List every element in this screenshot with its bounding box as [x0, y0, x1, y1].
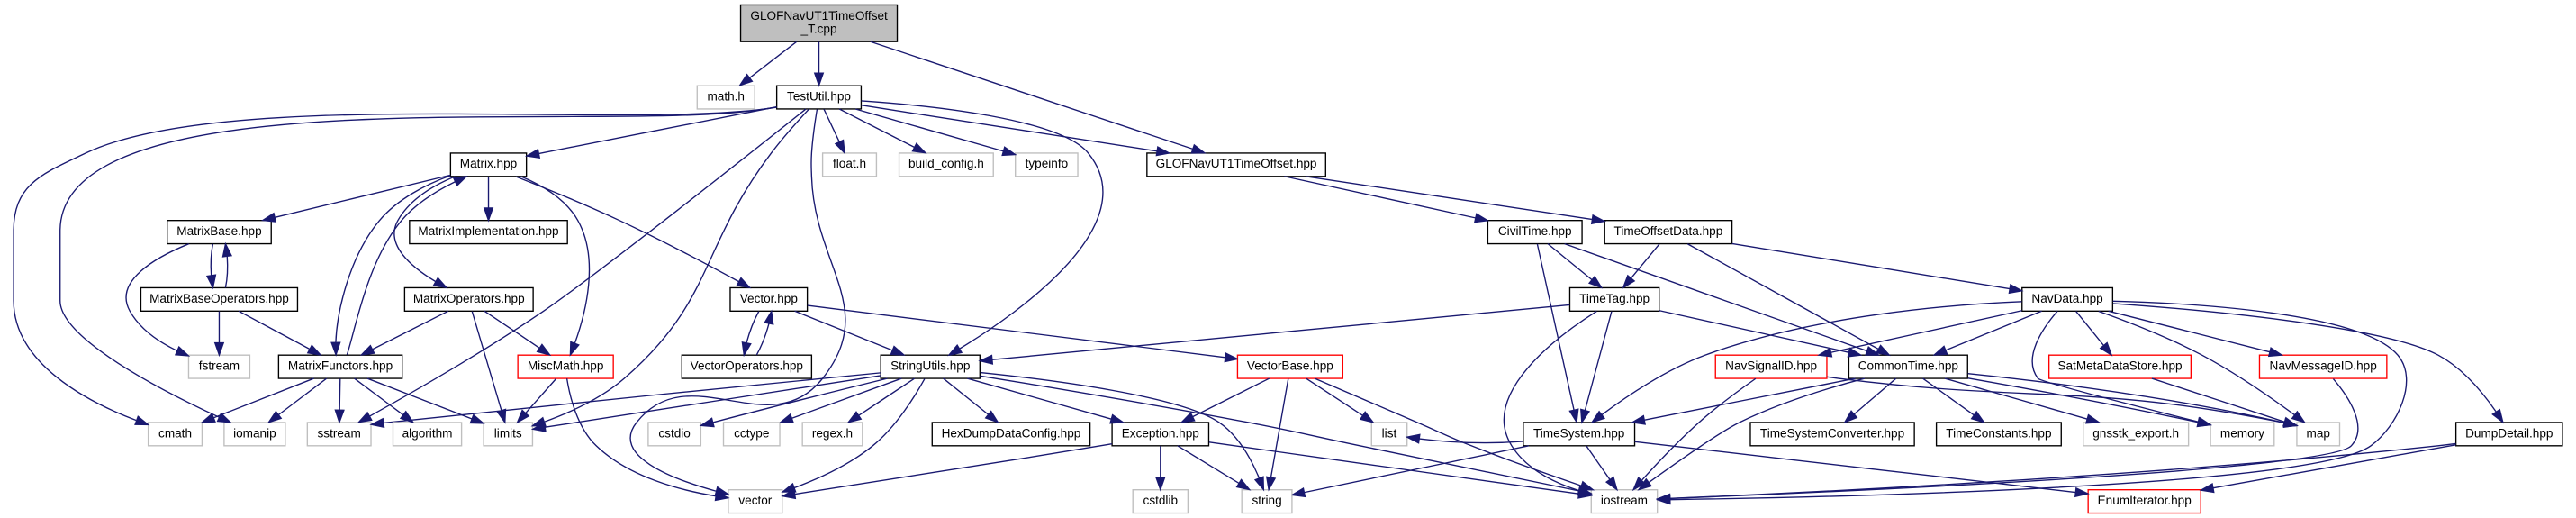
svg-text:GLOFNavUT1TimeOffset.hpp: GLOFNavUT1TimeOffset.hpp	[1156, 157, 1317, 170]
svg-text:VectorBase.hpp: VectorBase.hpp	[1247, 359, 1333, 373]
svg-text:TimeTag.hpp: TimeTag.hpp	[1579, 292, 1650, 305]
svg-text:cstdlib: cstdlib	[1143, 494, 1179, 507]
svg-text:EnumIterator.hpp: EnumIterator.hpp	[2098, 494, 2192, 507]
svg-text:vector: vector	[738, 494, 772, 507]
svg-text:list: list	[1382, 426, 1397, 440]
svg-text:algorithm: algorithm	[402, 426, 453, 440]
svg-text:HexDumpDataConfig.hpp: HexDumpDataConfig.hpp	[942, 426, 1081, 440]
svg-text:map: map	[2307, 426, 2330, 440]
svg-text:GLOFNavUT1TimeOffset: GLOFNavUT1TimeOffset	[750, 9, 888, 23]
svg-text:math.h: math.h	[707, 89, 745, 103]
svg-text:iostream: iostream	[1601, 494, 1648, 507]
svg-text:regex.h: regex.h	[812, 426, 853, 440]
svg-text:sstream: sstream	[318, 426, 361, 440]
svg-text:cstdio: cstdio	[658, 426, 690, 440]
svg-text:TimeSystem.hpp: TimeSystem.hpp	[1533, 426, 1624, 440]
svg-text:TimeOffsetData.hpp: TimeOffsetData.hpp	[1614, 224, 1723, 238]
svg-text:Matrix.hpp: Matrix.hpp	[460, 157, 517, 170]
svg-text:Vector.hpp: Vector.hpp	[740, 292, 798, 305]
svg-text:iomanip: iomanip	[233, 426, 276, 440]
svg-text:build_config.h: build_config.h	[908, 157, 984, 170]
svg-text:cctype: cctype	[734, 426, 769, 440]
svg-text:string: string	[1252, 494, 1281, 507]
svg-text:TimeConstants.hpp: TimeConstants.hpp	[1946, 426, 2051, 440]
svg-text:TestUtil.hpp: TestUtil.hpp	[787, 89, 851, 103]
svg-text:VectorOperators.hpp: VectorOperators.hpp	[691, 359, 803, 373]
svg-text:fstream: fstream	[199, 359, 240, 373]
svg-text:NavMessageID.hpp: NavMessageID.hpp	[2270, 359, 2377, 373]
svg-text:MatrixBase.hpp: MatrixBase.hpp	[176, 224, 261, 238]
svg-text:Exception.hpp: Exception.hpp	[1122, 426, 1199, 440]
svg-text:MatrixImplementation.hpp: MatrixImplementation.hpp	[418, 224, 558, 238]
svg-text:gnsstk_export.h: gnsstk_export.h	[2092, 426, 2179, 440]
svg-text:MatrixOperators.hpp: MatrixOperators.hpp	[413, 292, 525, 305]
svg-text:StringUtils.hpp: StringUtils.hpp	[890, 359, 970, 373]
svg-text:_T.cpp: _T.cpp	[800, 23, 837, 36]
svg-text:float.h: float.h	[833, 157, 866, 170]
svg-text:typeinfo: typeinfo	[1026, 157, 1069, 170]
svg-text:NavSignalID.hpp: NavSignalID.hpp	[1725, 359, 1817, 373]
svg-text:CommonTime.hpp: CommonTime.hpp	[1858, 359, 1958, 373]
svg-text:MatrixBaseOperators.hpp: MatrixBaseOperators.hpp	[149, 292, 289, 305]
svg-text:limits: limits	[494, 426, 522, 440]
svg-text:memory: memory	[2220, 426, 2264, 440]
svg-text:TimeSystemConverter.hpp: TimeSystemConverter.hpp	[1760, 426, 1904, 440]
svg-text:CivilTime.hpp: CivilTime.hpp	[1498, 224, 1572, 238]
svg-text:MiscMath.hpp: MiscMath.hpp	[528, 359, 604, 373]
svg-text:DumpDetail.hpp: DumpDetail.hpp	[2465, 426, 2553, 440]
svg-text:cmath: cmath	[158, 426, 192, 440]
svg-text:NavData.hpp: NavData.hpp	[2031, 292, 2102, 305]
svg-text:MatrixFunctors.hpp: MatrixFunctors.hpp	[288, 359, 393, 373]
svg-text:SatMetaDataStore.hpp: SatMetaDataStore.hpp	[2057, 359, 2182, 373]
